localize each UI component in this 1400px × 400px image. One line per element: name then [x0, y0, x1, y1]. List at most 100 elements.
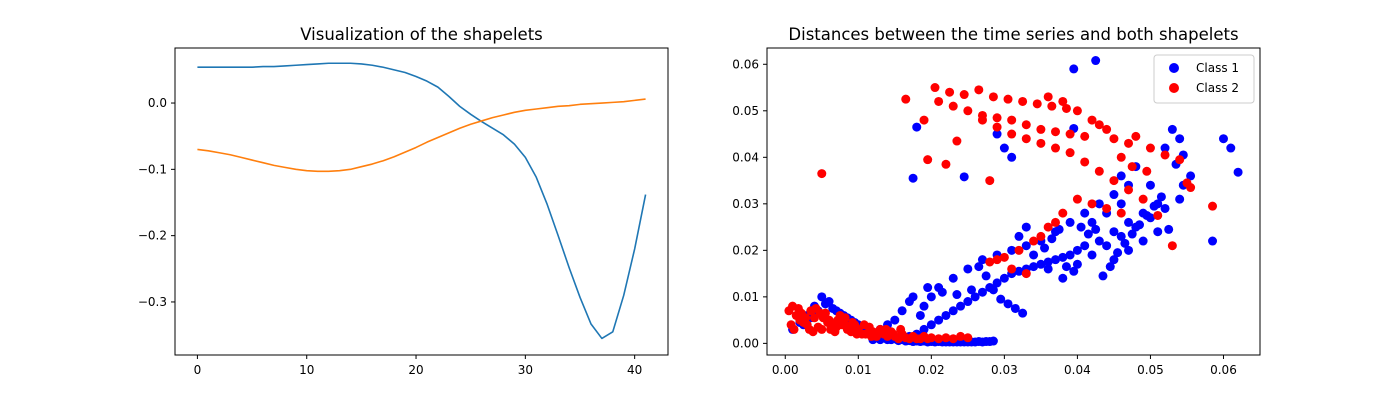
scatter-point	[1175, 194, 1185, 204]
scatter-point	[1175, 134, 1185, 144]
y-tick-label: 0.03	[732, 197, 759, 211]
scatter-point	[1072, 259, 1082, 269]
y-tick-label: −0.3	[138, 295, 167, 309]
scatter-point	[1036, 138, 1046, 148]
y-tick-label: 0.04	[732, 150, 759, 164]
scatter-point	[926, 292, 936, 302]
scatter-point	[923, 283, 933, 293]
scatter-point	[1102, 124, 1112, 134]
scatter-point	[859, 320, 869, 330]
scatter-point	[1164, 224, 1174, 234]
scatter-point	[992, 278, 1002, 288]
scatter-point	[1091, 56, 1101, 66]
scatter-point	[1124, 217, 1134, 227]
scatter-point	[988, 92, 998, 102]
scatter-point	[1040, 243, 1050, 253]
scatter-point	[1160, 203, 1170, 213]
scatter-point	[919, 301, 929, 311]
scatter-point	[817, 292, 827, 302]
scatter-point	[1069, 266, 1079, 276]
scatter-point	[1029, 236, 1039, 246]
scatter-point	[1036, 124, 1046, 134]
scatter-point	[1010, 303, 1020, 313]
scatter-point	[837, 320, 847, 330]
scatter-point	[1051, 127, 1060, 137]
scatter-point	[967, 285, 976, 295]
scatter-point	[1061, 103, 1071, 113]
scatter-point	[1036, 259, 1046, 269]
scatter-point	[992, 113, 1002, 123]
x-tick-label: 40	[627, 363, 642, 377]
scatter-point	[992, 255, 1002, 265]
y-tick-label: 0.05	[732, 104, 759, 118]
legend-label-class-2: Class 2	[1196, 81, 1239, 95]
scatter-point	[959, 90, 969, 100]
scatter-point	[1087, 217, 1097, 227]
y-tick-label: 0.01	[732, 290, 759, 304]
scatter-point	[1018, 308, 1028, 318]
scatter-point	[974, 337, 984, 347]
legend-label-class-1: Class 1	[1196, 61, 1239, 75]
scatter-point	[1094, 199, 1104, 209]
scatter-point	[1014, 245, 1024, 255]
scatter-point	[1116, 171, 1126, 181]
scatter-point	[988, 336, 998, 346]
x-tick-label: 0.00	[772, 363, 799, 377]
shapelets-line-chart: Visualization of the shapelets 0 10 20 30 40…	[138, 25, 669, 377]
scatter-point	[948, 273, 958, 283]
scatter-chart-x-axis: 0.00 0.01 0.02 0.03 0.04 0.05 0.06	[772, 355, 1237, 377]
scatter-point	[981, 271, 991, 281]
scatter-chart-frame	[766, 47, 1261, 356]
scatter-point	[974, 262, 984, 272]
scatter-point	[1145, 143, 1155, 153]
scatter-point	[830, 327, 840, 337]
scatter-point	[1109, 255, 1119, 265]
scatter-point	[1098, 271, 1108, 281]
scatter-point	[992, 129, 1002, 139]
y-tick-label: 0.0	[148, 96, 167, 110]
scatter-point	[1054, 224, 1064, 234]
scatter-point	[974, 85, 984, 95]
scatter-point	[970, 292, 980, 302]
scatter-point	[1167, 124, 1177, 134]
scatter-point	[1058, 208, 1068, 218]
scatter-point	[1007, 152, 1017, 162]
line-chart-plot-area	[197, 62, 647, 340]
y-tick-label: −0.1	[138, 162, 167, 176]
scatter-point	[992, 122, 1002, 132]
scatter-point	[1218, 134, 1228, 144]
scatter-point	[1047, 234, 1057, 244]
scatter-point	[1029, 250, 1039, 260]
scatter-point	[852, 329, 862, 339]
scatter-point	[1131, 131, 1141, 141]
scatter-point	[915, 310, 925, 320]
scatter-point	[923, 155, 933, 165]
scatter-point	[1153, 210, 1163, 220]
scatter-point	[999, 273, 1009, 283]
scatter-point	[1065, 217, 1075, 227]
scatter-point	[1083, 229, 1093, 239]
scatter-point	[1142, 210, 1152, 220]
y-tick-label: 0.02	[732, 243, 759, 257]
scatter-point	[1116, 199, 1126, 209]
scatter-point	[1021, 120, 1031, 130]
scatter-point	[1116, 231, 1126, 241]
scatter-point	[1102, 241, 1112, 251]
scatter-point	[999, 252, 1009, 262]
scatter-point	[963, 333, 973, 343]
x-tick-label: 0.06	[1210, 363, 1237, 377]
scatter-point	[1072, 106, 1082, 116]
y-tick-label: 0.06	[732, 57, 759, 71]
scatter-point	[1109, 176, 1119, 186]
y-tick-label: −0.2	[138, 229, 167, 243]
scatter-point	[1021, 241, 1031, 251]
scatter-point	[1102, 203, 1112, 213]
scatter-point	[1047, 101, 1057, 111]
scatter-point	[890, 315, 900, 325]
scatter-point	[956, 331, 966, 341]
scatter-point	[901, 94, 911, 104]
scatter-point	[1058, 252, 1068, 262]
scatter-point	[1087, 199, 1097, 209]
scatter-point	[1124, 185, 1134, 195]
